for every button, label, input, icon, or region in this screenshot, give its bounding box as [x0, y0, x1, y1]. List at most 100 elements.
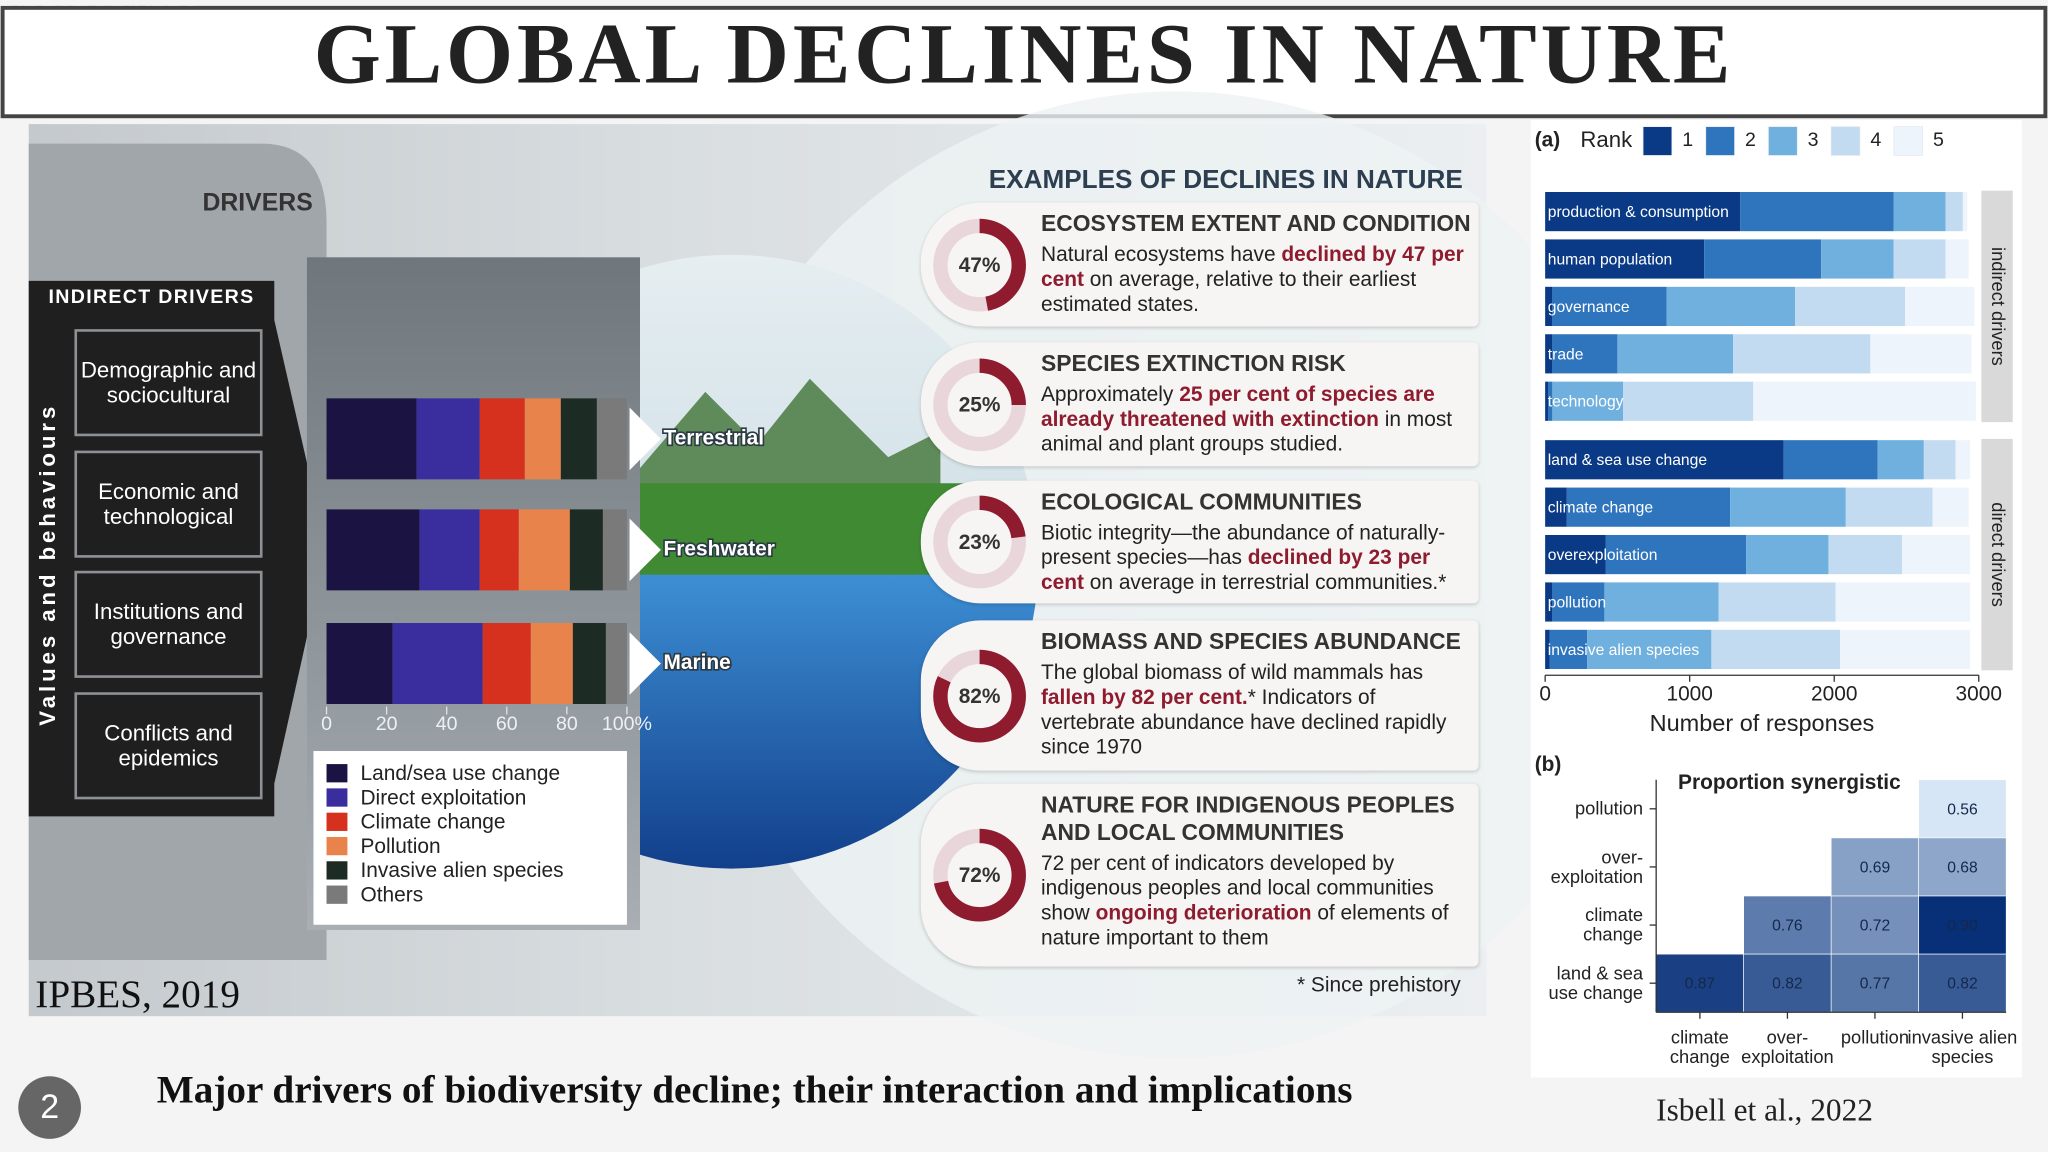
- stacked-bar-segment: [326, 509, 420, 591]
- heatmap-cell: [1918, 779, 2007, 839]
- card-text: on average, relative to their earliest e…: [1040, 269, 1417, 317]
- stacked-bar-segment: [1730, 487, 1846, 527]
- stacked-bar-segment: [392, 623, 483, 704]
- indirect-drivers-box: [28, 280, 327, 817]
- legend-label: Pollution: [360, 835, 440, 858]
- x-axis-title: Number of responses: [1650, 710, 1875, 736]
- x-tick-label: 1000: [1666, 682, 1712, 705]
- donut: 72%: [933, 828, 1026, 922]
- caption: Major drivers of biodiversity decline; t…: [156, 1068, 1353, 1112]
- stacked-bar-segment: [569, 509, 603, 591]
- donut-label: 72%: [959, 864, 1001, 887]
- card-body: 72 per cent of indicators developed by i…: [1041, 852, 1472, 951]
- x-tick-label: 100%: [602, 713, 652, 735]
- legend-swatch: [326, 764, 348, 783]
- card-title: SPECIES EXTINCTION RISK: [1040, 350, 1346, 377]
- card-body: Approximately 25 per cent of species are…: [1041, 383, 1472, 457]
- category-label: human population: [1548, 251, 1672, 268]
- stacked-bar-segment: [1795, 286, 1906, 327]
- example-card: 72% NATURE FOR INDIGENOUS PEOPLES AND LOC…: [920, 783, 1479, 967]
- legend-title: Rank: [1580, 127, 1633, 152]
- legend-swatch: [326, 885, 348, 904]
- legend-label: Others: [360, 884, 423, 907]
- stacked-bar-segment: [1552, 381, 1624, 421]
- x-tick-label: 2000: [1811, 682, 1857, 705]
- source: IPBES, 2019: [35, 973, 240, 1017]
- group-bracket: [1981, 438, 2013, 671]
- stacked-bar-segment: [1566, 487, 1731, 527]
- example-card: 47% ECOSYSTEM EXTENT AND CONDITION Natural…: [920, 202, 1479, 327]
- slide-title: GLOBAL DECLINES IN NATURE: [314, 5, 1735, 101]
- cell-label: 0.56: [1947, 801, 1978, 818]
- x-tick-label: 0: [1539, 682, 1551, 705]
- stacked-bar-segment: [1718, 582, 1836, 622]
- stacked-bar-segment: [1587, 629, 1712, 669]
- donut-label: 47%: [959, 253, 1001, 276]
- panel-label: (b): [1535, 753, 1562, 776]
- stacked-bar-segment: [1753, 381, 1976, 421]
- stacked-bar-segment: [416, 398, 480, 480]
- stacked-bar-segment: [1552, 582, 1605, 622]
- stacked-bar-segment: [602, 509, 627, 591]
- legend-label: 5: [1933, 129, 1944, 151]
- legend-swatch: [1642, 126, 1673, 156]
- legend-swatch: [1705, 126, 1735, 156]
- stacked-bar-segment: [524, 398, 561, 480]
- card-text: Approximately: [1040, 383, 1180, 407]
- cell-label: 0.72: [1860, 918, 1890, 935]
- stacked-bar-segment: [1617, 334, 1734, 374]
- stacked-bar-segment: [560, 398, 597, 480]
- indirect-driver: Economic and technological: [74, 449, 263, 558]
- cell-label: 0.82: [1772, 976, 1802, 993]
- cell-label: 0.69: [1860, 859, 1890, 876]
- indirect-driver: Demographic and sociocultural: [74, 329, 263, 437]
- row-label: climate change: [1583, 904, 1644, 945]
- legend-label: Direct exploitation: [360, 786, 526, 809]
- stacked-bar-segment: [1902, 534, 1971, 575]
- legend-swatch: [326, 836, 348, 856]
- card-text: The global biomass of wild mammals has: [1040, 662, 1424, 685]
- arrow: [629, 632, 661, 695]
- heatmap-cell: [1743, 953, 1832, 1013]
- indirect-heading: INDIRECT DRIVERS: [48, 286, 255, 309]
- stacked-bar-segment: [1711, 629, 1841, 669]
- category-label: governance: [1548, 299, 1630, 316]
- arrow: [629, 518, 661, 582]
- category-label: production & consumption: [1548, 204, 1729, 221]
- card-text: Natural ecosystems have: [1040, 244, 1282, 267]
- stacked-bar-segment: [1545, 286, 1553, 327]
- legend-swatch: [1768, 126, 1798, 156]
- row-label: pollution: [1574, 797, 1644, 819]
- card-title: NATURE FOR INDIGENOUS PEOPLES AND LOCAL …: [1040, 791, 1455, 846]
- examples-heading: EXAMPLES OF DECLINES IN NATURE: [988, 165, 1463, 195]
- panel-label: (a): [1535, 129, 1561, 152]
- stacked-bar-segment: [1545, 487, 1567, 527]
- stacked-bar-segment: [1955, 440, 1971, 480]
- stacked-bar-segment: [482, 623, 531, 704]
- stacked-bar-segment: [1877, 440, 1924, 480]
- stacked-bar-segment: [1623, 381, 1754, 421]
- stacked-bar-segment: [1545, 381, 1549, 421]
- card-title: BIOMASS AND SPECIES ABUNDANCE: [1040, 628, 1461, 655]
- indirect-side-label: Values and behaviours: [35, 402, 61, 726]
- stacked-bar-segment: [479, 509, 519, 591]
- arrow: [629, 407, 661, 471]
- stacked-bar-segment: [1783, 440, 1878, 480]
- stacked-bar-segment: [1733, 334, 1871, 374]
- stacked-bar-segment: [1545, 191, 1741, 232]
- group-label: direct drivers: [1988, 502, 2009, 607]
- group-bracket: [1981, 190, 2013, 423]
- donut: 47%: [933, 218, 1026, 311]
- stacked-bar-segment: [1605, 534, 1747, 575]
- heatmap-cell: [1918, 953, 2007, 1013]
- stacked-bar-segment: [518, 509, 570, 591]
- stacked-bar-segment: [419, 509, 480, 591]
- stacked-bar-segment: [1545, 582, 1553, 622]
- stacked-bar-segment: [1545, 334, 1553, 374]
- cell-label: 0.87: [1685, 976, 1715, 993]
- stacked-bar-segment: [326, 398, 417, 480]
- stacked-bar-segment: [1548, 381, 1553, 421]
- stacked-bar-segment: [1945, 239, 1969, 279]
- legend-swatch: [1830, 126, 1861, 156]
